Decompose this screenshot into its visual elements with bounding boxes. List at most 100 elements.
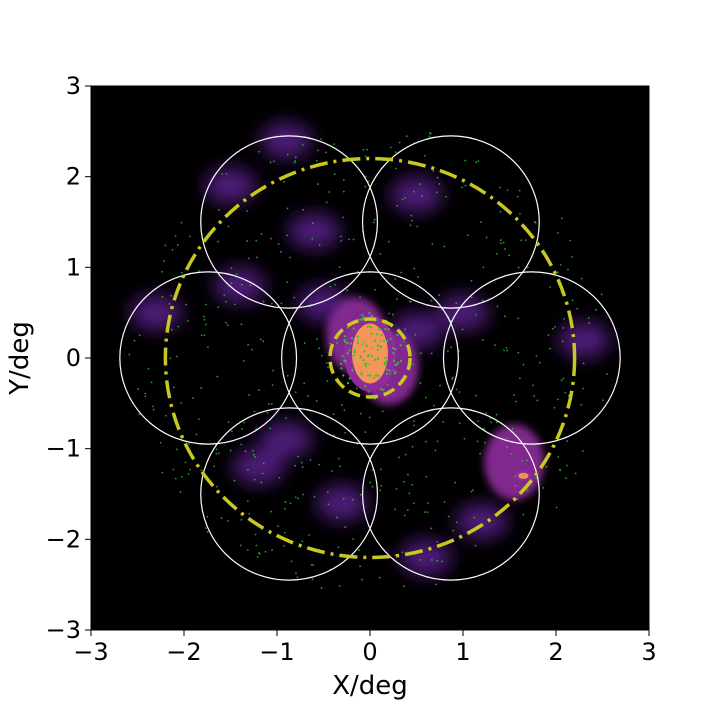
source-point bbox=[378, 576, 381, 579]
source-point bbox=[485, 236, 488, 239]
source-point bbox=[302, 493, 305, 496]
source-point bbox=[397, 456, 400, 459]
source-point bbox=[384, 327, 387, 331]
source-point bbox=[175, 448, 178, 451]
source-point bbox=[408, 492, 411, 495]
source-point bbox=[215, 448, 218, 451]
source-point bbox=[427, 502, 430, 505]
source-point bbox=[423, 154, 426, 157]
source-point bbox=[294, 160, 297, 162]
source-point bbox=[447, 350, 449, 353]
source-point bbox=[215, 452, 218, 455]
source-point bbox=[241, 428, 243, 430]
source-point bbox=[403, 480, 405, 483]
source-point bbox=[532, 384, 534, 387]
source-point bbox=[506, 349, 508, 352]
source-point bbox=[206, 531, 209, 533]
source-point bbox=[445, 195, 448, 198]
source-point bbox=[565, 477, 567, 480]
source-point bbox=[455, 302, 458, 305]
source-point bbox=[268, 403, 270, 406]
source-point bbox=[490, 421, 493, 424]
source-point bbox=[253, 410, 256, 413]
source-point bbox=[364, 185, 367, 188]
source-point bbox=[536, 399, 539, 402]
source-point bbox=[433, 404, 435, 407]
source-point bbox=[483, 427, 486, 430]
source-point bbox=[362, 148, 365, 151]
source-point bbox=[246, 240, 248, 242]
field-circle bbox=[281, 271, 459, 445]
source-point bbox=[273, 160, 275, 163]
source-point bbox=[512, 393, 515, 396]
source-point bbox=[381, 410, 384, 413]
source-point bbox=[374, 374, 377, 377]
x-tick-label: −2 bbox=[166, 638, 201, 666]
source-point bbox=[403, 585, 406, 588]
source-point bbox=[203, 318, 206, 321]
source-point bbox=[379, 339, 381, 342]
source-point bbox=[205, 303, 207, 306]
source-point bbox=[430, 299, 433, 302]
source-point bbox=[294, 464, 296, 467]
source-point bbox=[364, 431, 367, 434]
source-point bbox=[294, 156, 297, 159]
x-tick-label: 0 bbox=[362, 638, 377, 666]
source-point bbox=[477, 160, 480, 163]
source-point bbox=[413, 267, 416, 270]
source-point bbox=[368, 311, 371, 315]
source-point bbox=[588, 322, 591, 324]
source-point bbox=[249, 284, 252, 287]
source-point bbox=[230, 282, 233, 284]
source-point bbox=[284, 531, 286, 534]
source-point bbox=[379, 468, 382, 471]
source-point bbox=[289, 256, 291, 259]
source-point bbox=[394, 348, 397, 351]
source-point bbox=[516, 498, 519, 500]
source-point bbox=[225, 173, 228, 175]
source-point bbox=[243, 421, 246, 424]
source-point bbox=[506, 437, 508, 440]
source-point bbox=[217, 240, 220, 243]
source-point bbox=[133, 339, 136, 342]
source-point bbox=[409, 301, 412, 303]
source-point bbox=[138, 334, 141, 337]
source-point bbox=[564, 391, 567, 394]
source-point bbox=[561, 340, 564, 343]
source-point bbox=[502, 241, 505, 244]
source-point bbox=[163, 260, 166, 263]
source-point bbox=[264, 550, 267, 553]
source-point bbox=[180, 271, 183, 274]
source-point bbox=[290, 560, 293, 563]
source-point bbox=[562, 327, 565, 329]
source-point bbox=[348, 377, 351, 380]
source-point bbox=[247, 468, 249, 471]
y-tick-label: −2 bbox=[46, 525, 81, 553]
source-point bbox=[466, 234, 469, 237]
source-point bbox=[392, 346, 395, 350]
source-point bbox=[411, 445, 414, 448]
source-point bbox=[463, 437, 466, 440]
source-point bbox=[233, 479, 236, 482]
source-point bbox=[341, 354, 344, 358]
source-point bbox=[470, 296, 473, 299]
source-point bbox=[391, 313, 394, 316]
source-point bbox=[495, 252, 498, 255]
source-point bbox=[514, 484, 517, 487]
source-point bbox=[394, 554, 397, 557]
source-point bbox=[334, 283, 336, 286]
source-point bbox=[352, 538, 355, 540]
source-point bbox=[559, 469, 562, 471]
source-point bbox=[356, 335, 359, 338]
source-point bbox=[394, 370, 397, 373]
source-point bbox=[388, 312, 391, 315]
x-tick-label: −3 bbox=[73, 638, 108, 666]
source-point bbox=[454, 481, 457, 484]
source-point bbox=[337, 546, 340, 549]
source-point bbox=[277, 243, 280, 245]
source-point bbox=[343, 359, 346, 362]
source-point bbox=[464, 159, 467, 162]
source-point bbox=[547, 334, 550, 337]
source-point bbox=[398, 141, 401, 144]
source-point bbox=[270, 510, 272, 513]
